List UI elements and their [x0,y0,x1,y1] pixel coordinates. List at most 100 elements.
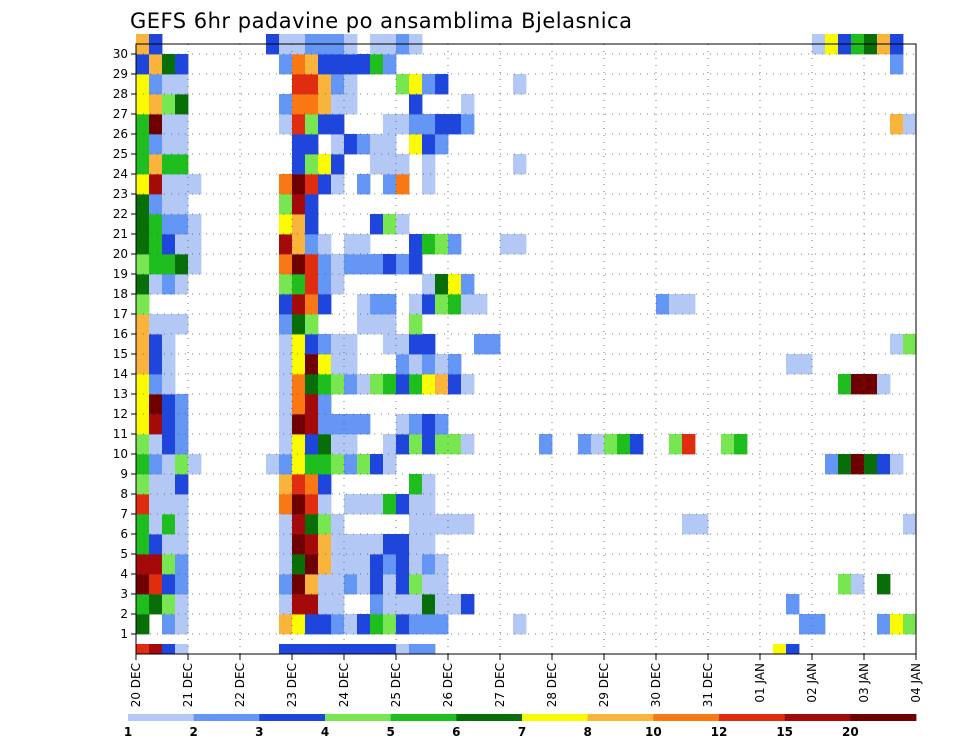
y-tick-label: 13 [113,387,128,401]
heatmap-cell [305,174,319,195]
heatmap-cell [175,434,189,455]
heatmap-cell [799,354,813,375]
heatmap-cell [422,574,436,595]
heatmap-cell [331,554,345,575]
heatmap-cell [383,54,397,75]
heatmap-cell [149,314,163,335]
x-tick-label: 25 DEC [389,663,403,707]
legend-swatch [653,714,720,721]
heatmap-cell [279,354,293,375]
heatmap-cell [435,434,449,455]
heatmap-cell [136,294,150,315]
x-tick-label: 29 DEC [597,663,611,707]
heatmap-cell [279,454,293,475]
heatmap-cell [422,174,436,195]
heatmap-cell [370,554,384,575]
heatmap-cell [422,644,436,655]
heatmap-cell [136,374,150,395]
heatmap-cell [331,434,345,455]
heatmap-cell [149,234,163,255]
heatmap-cell [188,174,202,195]
heatmap-cell [357,454,371,475]
heatmap-cell [175,254,189,275]
heatmap-cell [175,94,189,115]
heatmap-cell [305,154,319,175]
heatmap-cell [435,554,449,575]
heatmap-cell [448,434,462,455]
heatmap-cell [175,394,189,415]
heatmap-cell [357,574,371,595]
heatmap-cell [448,594,462,615]
x-tick-label: 31 DEC [701,663,715,707]
heatmap-cell [149,94,163,115]
heatmap-cell [851,574,865,595]
heatmap-cell [331,514,345,535]
y-tick-label: 27 [113,107,128,121]
heatmap-cell [409,434,423,455]
x-tick-label: 21 DEC [181,663,195,707]
heatmap-cell [149,54,163,75]
heatmap-cell [331,174,345,195]
heatmap-cell [149,514,163,535]
heatmap-cell [422,414,436,435]
heatmap-cell [500,234,514,255]
heatmap-cell [305,314,319,335]
heatmap-cell [305,514,319,535]
heatmap-cell [292,614,306,635]
heatmap-cell [357,294,371,315]
heatmap-cell [513,154,527,175]
heatmap-cell [318,74,332,95]
heatmap-cell [422,494,436,515]
heatmap-cell [136,274,150,295]
heatmap-cell [292,194,306,215]
heatmap-cell [175,74,189,95]
heatmap-cell [136,614,150,635]
heatmap-cell [422,134,436,155]
heatmap-cell [318,434,332,455]
heatmap-cell [357,614,371,635]
heatmap-cell [448,374,462,395]
heatmap-cell [305,594,319,615]
heatmap-cell [357,414,371,435]
heatmap-cell [383,454,397,475]
heatmap-cell [292,214,306,235]
heatmap-cell [136,354,150,375]
heatmap-cell [357,494,371,515]
heatmap-cell [370,294,384,315]
heatmap-cell [292,454,306,475]
heatmap-cell [370,134,384,155]
heatmap-cell [331,254,345,275]
heatmap-cell [682,434,696,455]
heatmap-cell [136,74,150,95]
legend-label: 15 [776,725,793,739]
heatmap-cell [331,614,345,635]
heatmap-cell [851,454,865,475]
heatmap-cell [357,174,371,195]
heatmap-cell [344,494,358,515]
legend-label: 20 [842,725,859,739]
heatmap-cell [682,514,696,535]
plot-frame [135,43,917,655]
y-tick-label: 11 [113,427,128,441]
heatmap-cell [383,374,397,395]
x-tick-label: 20 DEC [129,663,143,707]
heatmap-cell [435,134,449,155]
y-tick-label: 29 [113,67,128,81]
heatmap-cell [422,354,436,375]
heatmap-cell [422,554,436,575]
heatmap-cell [422,514,436,535]
legend-label: 5 [386,725,394,739]
heatmap-cell [487,334,501,355]
heatmap-cell [149,474,163,495]
heatmap-cell [149,254,163,275]
y-tick-label: 14 [113,367,128,381]
heatmap-cell [136,414,150,435]
heatmap-cell [435,574,449,595]
heatmap-cell [279,434,293,455]
heatmap-cell [344,434,358,455]
heatmap-cell [318,394,332,415]
heatmap-cell [409,234,423,255]
heatmap-cell [175,414,189,435]
heatmap-cell [149,574,163,595]
